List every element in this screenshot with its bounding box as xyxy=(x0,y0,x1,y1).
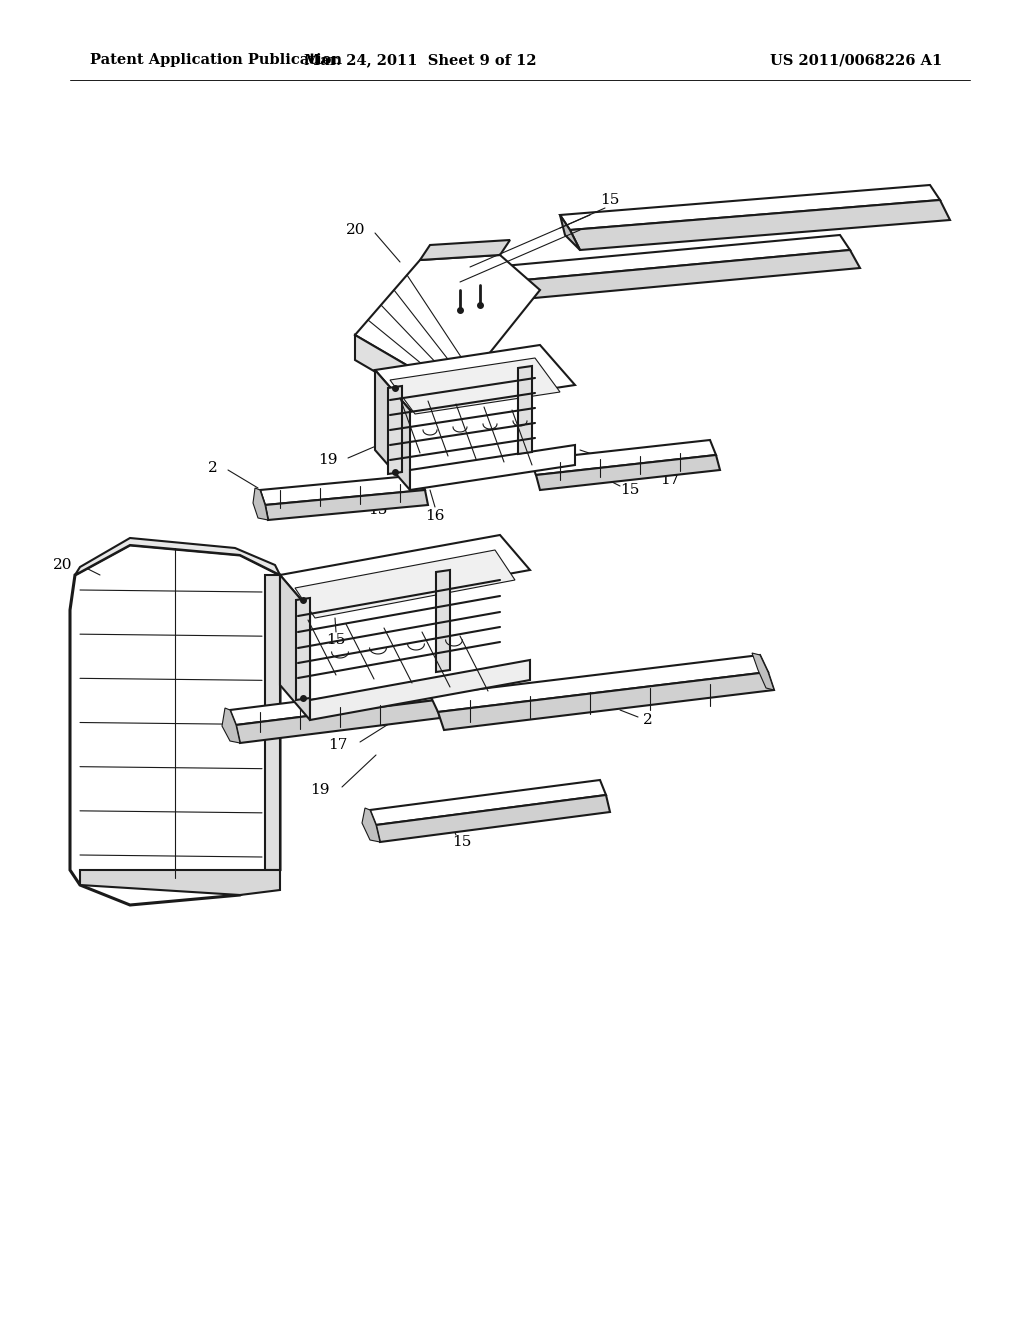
Polygon shape xyxy=(752,653,774,690)
Polygon shape xyxy=(80,870,280,895)
Polygon shape xyxy=(295,550,515,618)
Text: 2: 2 xyxy=(685,450,695,465)
Polygon shape xyxy=(265,490,428,520)
Polygon shape xyxy=(355,335,415,395)
Polygon shape xyxy=(470,249,860,304)
Polygon shape xyxy=(410,445,575,490)
Text: Mar. 24, 2011  Sheet 9 of 12: Mar. 24, 2011 Sheet 9 of 12 xyxy=(304,53,537,67)
Text: FIG. 9: FIG. 9 xyxy=(120,590,190,610)
Polygon shape xyxy=(388,385,402,474)
Polygon shape xyxy=(430,655,768,711)
Polygon shape xyxy=(265,576,280,870)
Polygon shape xyxy=(355,255,540,370)
Text: 17: 17 xyxy=(329,738,348,752)
Polygon shape xyxy=(570,201,950,249)
Text: Patent Application Publication: Patent Application Publication xyxy=(90,53,342,67)
Polygon shape xyxy=(310,660,530,719)
Text: 19: 19 xyxy=(310,783,330,797)
Polygon shape xyxy=(296,598,310,700)
Polygon shape xyxy=(260,490,268,520)
Polygon shape xyxy=(280,535,530,610)
Polygon shape xyxy=(236,700,440,743)
Polygon shape xyxy=(560,215,580,249)
Polygon shape xyxy=(375,370,410,490)
Polygon shape xyxy=(438,672,774,730)
Text: 19: 19 xyxy=(318,453,338,467)
Polygon shape xyxy=(280,576,310,719)
Polygon shape xyxy=(560,185,940,230)
Polygon shape xyxy=(222,708,240,743)
Text: 16: 16 xyxy=(432,657,452,672)
Polygon shape xyxy=(420,240,510,260)
Polygon shape xyxy=(70,545,280,906)
Polygon shape xyxy=(230,685,436,725)
Text: 16: 16 xyxy=(425,510,444,523)
Text: US 2011/0068226 A1: US 2011/0068226 A1 xyxy=(770,53,942,67)
Text: 15: 15 xyxy=(327,634,346,647)
Polygon shape xyxy=(436,570,450,672)
Polygon shape xyxy=(415,366,490,385)
Polygon shape xyxy=(370,780,606,825)
Polygon shape xyxy=(536,455,720,490)
Text: 15: 15 xyxy=(600,193,620,207)
Text: 2: 2 xyxy=(208,461,218,475)
Text: 15: 15 xyxy=(621,483,640,498)
Polygon shape xyxy=(75,539,280,576)
Text: 2: 2 xyxy=(643,713,653,727)
Polygon shape xyxy=(253,488,268,520)
Text: 15: 15 xyxy=(453,836,472,849)
Polygon shape xyxy=(376,795,610,842)
Polygon shape xyxy=(518,366,532,454)
Text: 20: 20 xyxy=(52,558,72,572)
Text: 17: 17 xyxy=(660,473,680,487)
Polygon shape xyxy=(375,345,575,411)
Polygon shape xyxy=(530,440,716,475)
Polygon shape xyxy=(390,358,560,414)
Text: 15: 15 xyxy=(369,503,388,517)
Polygon shape xyxy=(460,235,850,285)
Text: 20: 20 xyxy=(345,223,365,238)
Polygon shape xyxy=(260,475,425,506)
Polygon shape xyxy=(362,808,380,842)
